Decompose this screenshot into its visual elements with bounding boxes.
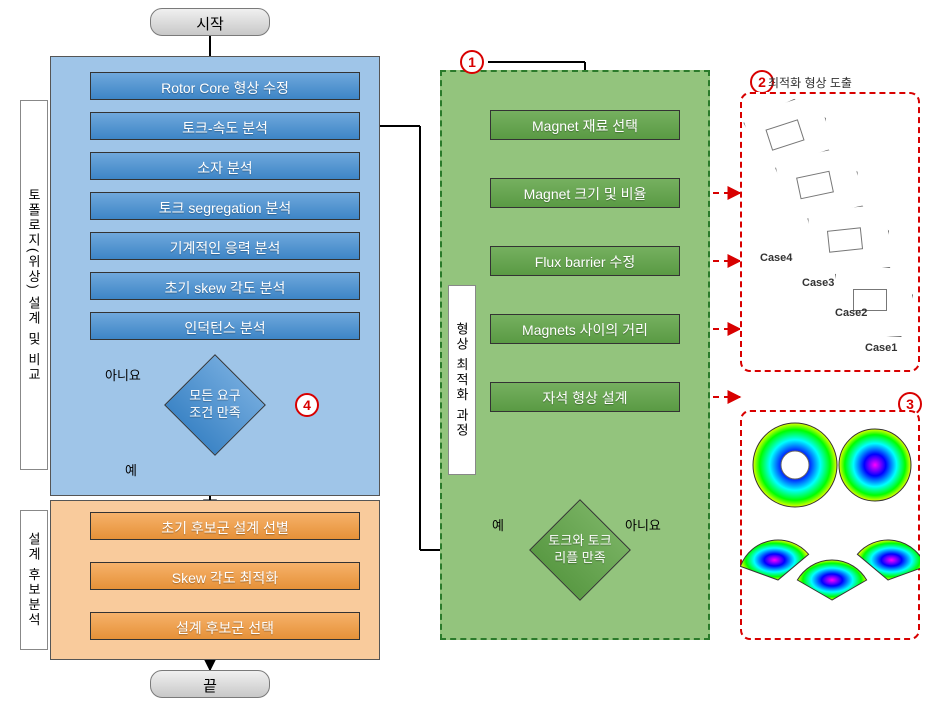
- case-label-3: Case1: [865, 342, 897, 354]
- green-step-3: Magnets 사이의 거리: [490, 314, 680, 344]
- blue-step-6: 인덕턴스 분석: [90, 312, 360, 340]
- orange-step-0: 초기 후보군 설계 선별: [90, 512, 360, 540]
- blue-step-1: 토크-속도 분석: [90, 112, 360, 140]
- decision-torque-ripple: 토크와 토크리플 만족: [530, 500, 630, 600]
- simulation-thumbnails: [740, 410, 920, 640]
- green-step-4: 자석 형상 설계: [490, 382, 680, 412]
- label-no-blue: 아니요: [105, 365, 141, 384]
- badge-1: 1: [460, 50, 484, 74]
- label-yes-green: 예: [492, 515, 504, 534]
- green-step-2: Flux barrier 수정: [490, 246, 680, 276]
- orange-step-1: Skew 각도 최적화: [90, 562, 360, 590]
- decision-requirements: 모든 요구조건 만족: [165, 355, 265, 455]
- inset2-title: 최적화 형상 도출: [768, 74, 852, 91]
- decision-requirements-label: 모든 요구조건 만족: [135, 388, 295, 422]
- orange-step-2: 설계 후보군 선택: [90, 612, 360, 640]
- terminal-end: 끝: [150, 670, 270, 698]
- label-yes-blue: 예: [125, 460, 137, 479]
- terminal-start: 시작: [150, 8, 270, 36]
- sidebar-optimization: 형상 최적화 과정: [448, 285, 476, 475]
- badge-4: 4: [295, 393, 319, 417]
- blue-step-0: Rotor Core 형상 수정: [90, 72, 360, 100]
- sidebar-topology: 토폴로지(위상) 설계 및 비교: [20, 100, 48, 470]
- blue-step-5: 초기 skew 각도 분석: [90, 272, 360, 300]
- blue-step-3: 토크 segregation 분석: [90, 192, 360, 220]
- label-no-green: 아니요: [625, 515, 661, 534]
- blue-step-2: 소자 분석: [90, 152, 360, 180]
- green-step-0: Magnet 재료 선택: [490, 110, 680, 140]
- decision-torque-ripple-label: 토크와 토크리플 만족: [500, 533, 660, 567]
- case-label-2: Case2: [835, 307, 867, 319]
- sidebar-analysis: 설계 후보분석: [20, 510, 48, 650]
- blue-step-4: 기계적인 응력 분석: [90, 232, 360, 260]
- case-label-0: Case4: [760, 252, 792, 264]
- case-label-1: Case3: [802, 277, 834, 289]
- green-step-1: Magnet 크기 및 비율: [490, 178, 680, 208]
